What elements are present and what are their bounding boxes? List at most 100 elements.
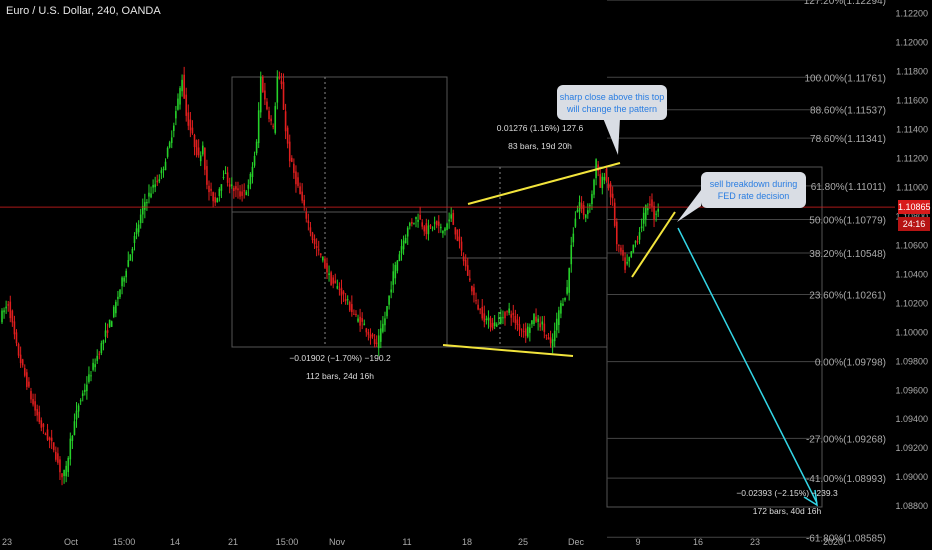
candle [266,101,268,110]
candle [396,260,399,271]
candle [516,319,519,326]
candle [5,306,7,309]
candle [7,304,10,306]
candle [435,220,438,226]
measure-3-change: −0.02393 (−2.15%) −239.3 [736,488,838,498]
time-tick: 25 [518,537,528,547]
candle [479,308,481,310]
candle [255,141,258,154]
candle [361,318,363,322]
candle [558,310,560,325]
candle [408,223,411,226]
callout-fed-bubble [701,172,806,208]
candle [94,364,96,368]
candle [38,411,41,422]
candle [611,193,614,199]
candle [30,391,32,400]
candle [170,137,173,143]
candle [69,438,72,460]
candle [346,299,349,301]
candle [634,241,637,243]
time-axis[interactable]: 23 Oct 15:00 14 21 15:00 Nov 11 18 25 Dec 9 16 23 2020 [2,537,843,547]
candle [84,389,86,392]
candle [529,327,531,333]
price-tick: 1.08800 [895,501,928,511]
candle [359,316,361,326]
price-axis[interactable]: 1.12200 1.12000 1.11800 1.11600 1.11400 1.112… [895,9,928,511]
candle [597,164,599,171]
candle [423,226,426,232]
candle [464,259,467,267]
candle [148,192,150,197]
candle [295,171,297,185]
candle [489,318,492,328]
candle [326,263,328,273]
candle [483,313,486,322]
candle [373,339,376,345]
candle [456,229,459,241]
candle [46,429,49,440]
candle [259,76,262,113]
measure-2-bars: 83 bars, 19d 20h [508,141,572,151]
candle [237,188,239,191]
candle [160,170,163,174]
candle [268,110,270,119]
candle [605,168,608,181]
candle [512,312,515,316]
candle [460,241,463,251]
callout-top-bubble [557,85,667,120]
candle [293,163,295,173]
candle [40,420,43,428]
trendlines [442,162,676,357]
candle [191,127,194,134]
candle [344,299,347,302]
candle [119,289,121,298]
measure-2-change: 0.01276 (1.16%) 127.6 [497,123,584,133]
candle [477,304,479,310]
candle [618,244,620,246]
candle [193,134,196,148]
price-tick: 1.10000 [895,327,928,337]
candle [630,251,633,257]
candle [433,222,436,224]
candle [96,355,99,361]
candle [131,248,134,254]
time-tick: 15:00 [276,537,299,547]
candle [158,179,161,182]
measure-1-change: −0.01902 (−1.70%) −190.2 [289,353,391,363]
candle [545,334,548,336]
candle [311,232,314,241]
callouts: sharp close above this top will change th… [557,85,806,222]
candle [59,459,61,473]
candle [555,318,558,331]
candle [112,306,115,317]
candle [458,236,461,242]
candle [108,319,111,327]
candle [65,465,67,477]
candle [375,342,378,344]
measurement-labels: −0.01902 (−1.70%) −190.2 112 bars, 24d 16… [289,123,838,516]
candle [514,315,517,323]
candle [582,205,585,216]
candle [13,321,16,335]
candle [247,184,250,189]
candle [560,303,562,314]
candle [421,222,424,227]
candle [653,205,655,220]
price-tick: 1.11200 [896,154,928,164]
candle [133,235,136,244]
candle [61,473,63,478]
measure-box-2 [446,166,608,348]
candle [1,310,3,323]
candle [127,260,130,267]
candle [235,186,237,190]
candle [19,354,22,364]
candle [429,225,432,227]
candle [299,186,301,195]
candle [487,317,490,321]
candle [607,183,610,189]
candle [307,220,310,224]
candle [253,155,256,166]
time-tick: 18 [462,537,472,547]
